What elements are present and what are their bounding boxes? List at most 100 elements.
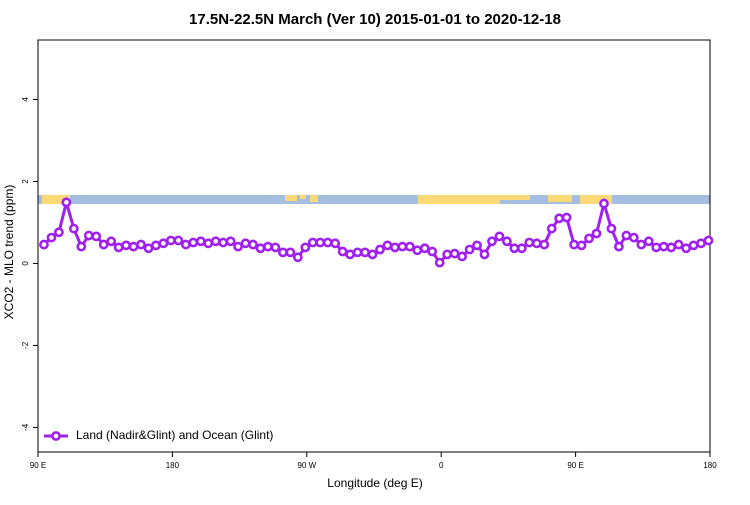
point [76,241,87,252]
x-tick-label: 90 E [30,461,46,470]
y-tick-label: 4 [21,97,30,102]
point [531,238,542,249]
point [546,223,557,234]
x-tick-label: 90 E [567,461,583,470]
point [509,243,520,254]
point [143,243,154,254]
point [233,241,244,252]
y-tick-label: -4 [21,423,30,431]
point [300,242,311,253]
point [561,212,572,223]
point [621,230,632,241]
point [278,247,288,258]
y-tick-label: -2 [21,341,30,349]
y-tick-label: 0 [21,261,30,266]
point [322,237,333,248]
point [91,231,102,242]
legend-marker [51,431,61,441]
y-axis-label: XCO2 - MLO trend (ppm) [2,185,16,320]
point [113,242,124,253]
y-tick-label: 2 [21,179,30,184]
point [68,223,79,234]
chart-title: 17.5N-22.5N March (Ver 10) 2015-01-01 to… [189,11,561,28]
point [210,236,221,247]
point [98,239,109,250]
point [54,227,64,238]
x-tick-label: 180 [166,461,180,470]
land-mask-strip [38,195,710,204]
point [599,198,609,209]
point [367,249,378,260]
point [554,213,565,224]
point [404,241,415,252]
point [643,236,654,247]
point [397,241,408,252]
point [180,239,191,250]
point [173,235,184,246]
point [121,240,132,251]
point [345,249,356,260]
point [696,238,706,249]
point [292,252,303,263]
point [658,241,669,252]
point [569,239,580,250]
point [464,244,475,255]
point [337,246,348,257]
point [688,240,699,251]
point [427,246,438,257]
point [382,240,393,251]
plot-frame [37,39,711,453]
point [487,236,497,247]
x-tick-label: 0 [439,461,444,470]
point [203,238,214,249]
point [390,242,400,253]
point [442,249,453,260]
point [666,242,677,253]
point [225,236,236,247]
point [285,247,296,258]
point [195,236,206,247]
point [673,239,684,250]
point [158,238,169,249]
point [584,233,594,244]
point [263,241,273,252]
point [419,243,430,254]
point [128,241,139,252]
point [166,235,176,246]
point [136,239,146,250]
point [61,197,72,208]
point [315,237,326,248]
point [39,239,49,250]
point [628,232,639,243]
point [606,223,617,234]
point [255,243,266,254]
point [576,240,587,251]
point [270,242,281,253]
point [614,241,624,252]
point [375,244,385,255]
point [330,238,341,249]
x-tick-label: 180 [703,461,717,470]
point [703,235,714,246]
point [651,242,662,253]
point [360,247,370,258]
point [188,237,199,248]
point [494,231,505,242]
point [106,236,117,247]
point [472,240,482,251]
x-axis-label: Longitude (deg E) [327,476,422,490]
point [502,236,512,247]
point [539,239,550,250]
point [412,245,423,256]
point [151,240,161,251]
point [457,251,468,262]
legend-label: Land (Nadir&Glint) and Ocean (Glint) [76,428,273,442]
point [449,248,460,259]
point [46,232,57,243]
point [307,237,318,248]
point [83,230,94,241]
point [352,247,363,258]
point [591,228,602,239]
point [681,243,692,254]
